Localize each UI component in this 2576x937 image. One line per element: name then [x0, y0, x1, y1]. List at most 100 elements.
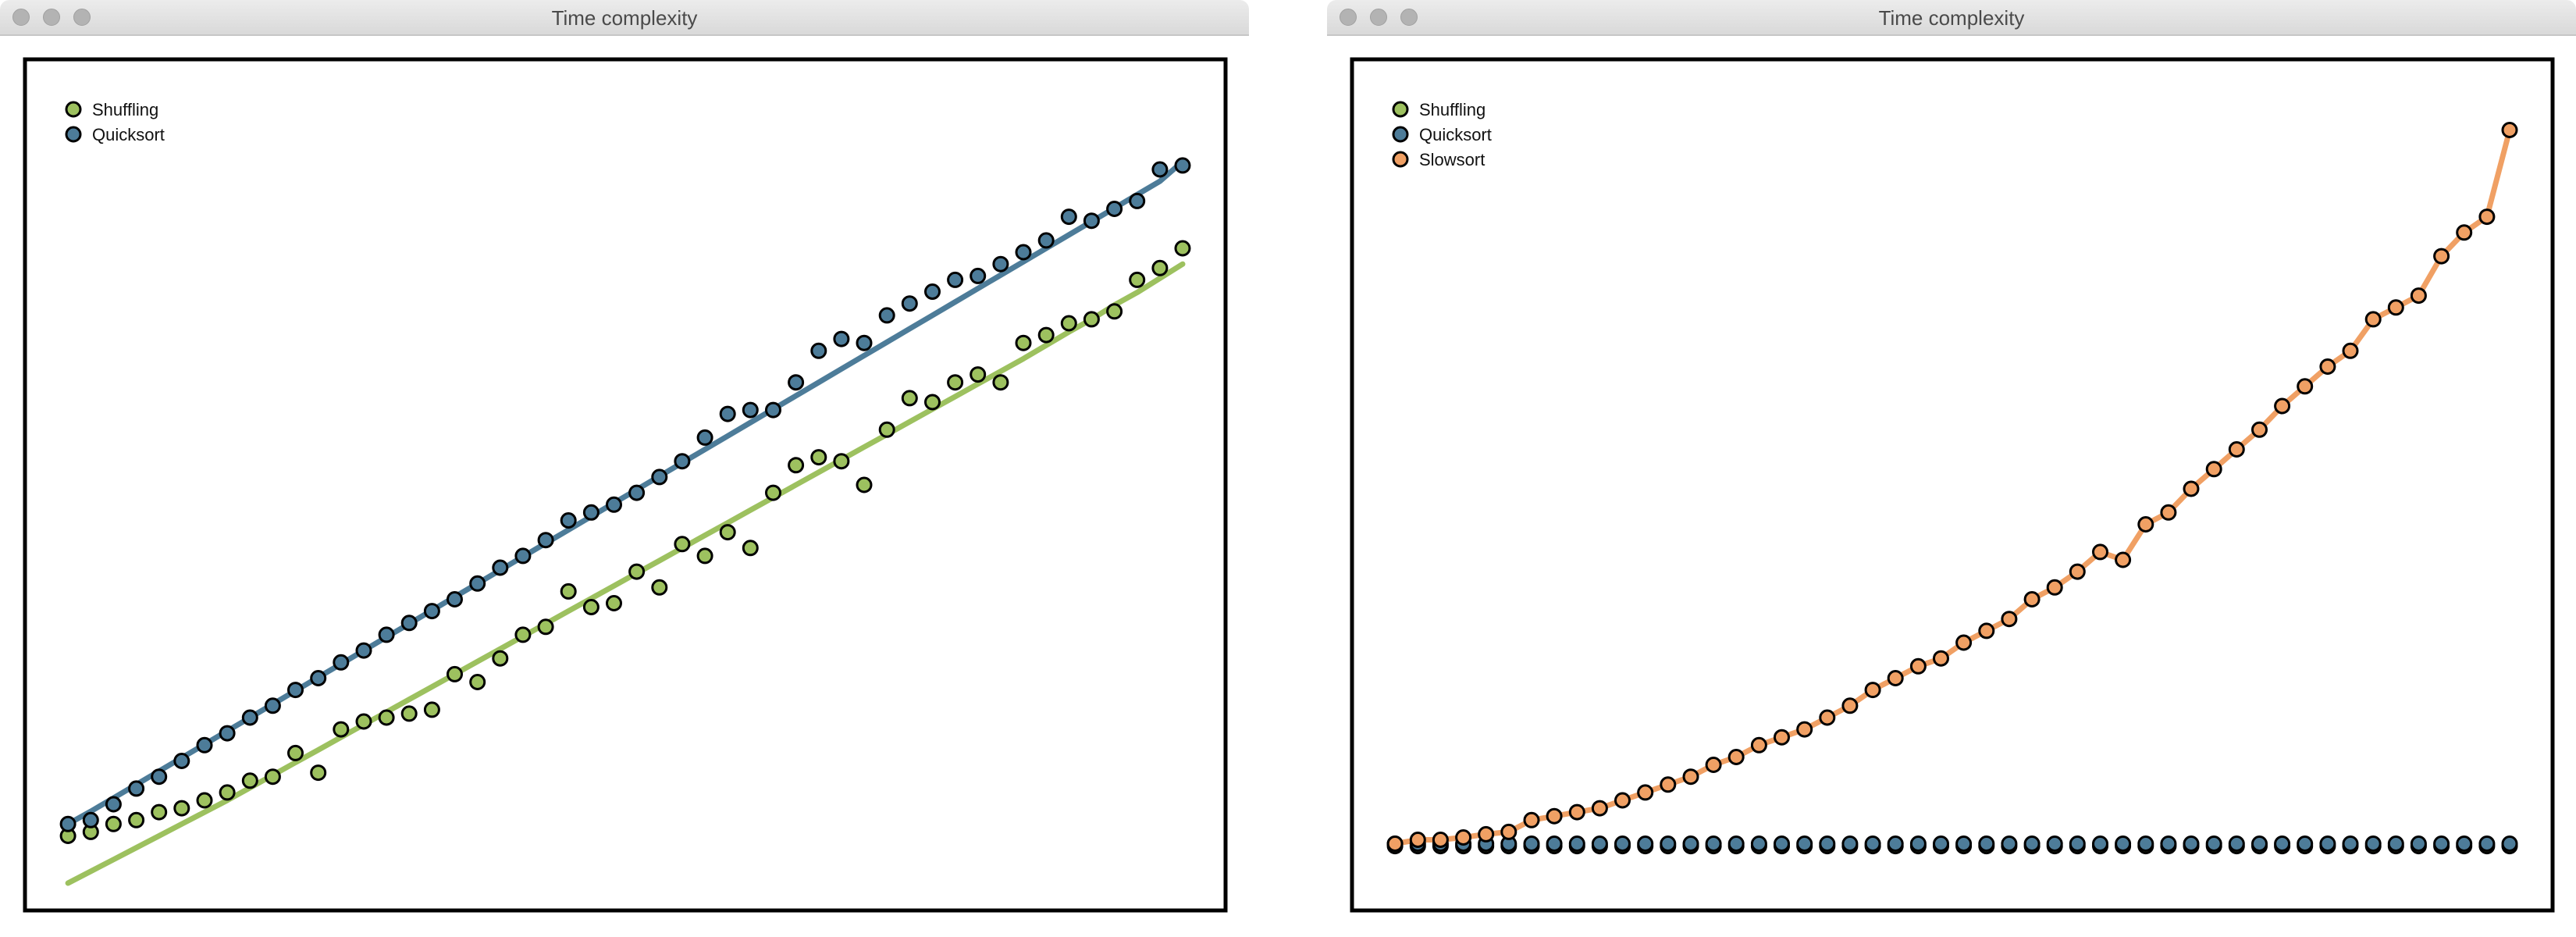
minimize-button[interactable] — [43, 9, 60, 26]
quicksort-point — [2228, 835, 2245, 852]
quicksort-point — [1933, 835, 1949, 852]
quicksort-point — [2069, 835, 2086, 852]
quicksort-point — [1568, 835, 1585, 852]
slowsort-point — [2205, 461, 2222, 478]
slowsort-point — [1432, 832, 1449, 848]
quicksort-point — [2433, 835, 2450, 852]
quicksort-point — [1523, 835, 1540, 852]
quicksort-point — [537, 532, 554, 549]
slowsort-point — [1978, 622, 1995, 640]
quicksort-point — [628, 484, 646, 501]
title-bar[interactable]: Time complexity — [0, 0, 1249, 36]
quicksort-point — [2251, 835, 2268, 852]
time-complexity-plot: Shuffling Quicksort — [23, 57, 1228, 913]
quicksort-point — [878, 307, 895, 324]
quicksort-point — [1841, 835, 1859, 852]
quicksort-point — [901, 295, 918, 312]
slowsort-point — [1660, 776, 1677, 793]
quicksort-point — [606, 496, 622, 513]
legend-marker-shuffling — [65, 101, 82, 118]
quicksort-point — [2160, 835, 2177, 852]
zoom-button[interactable] — [73, 9, 91, 26]
window-title: Time complexity — [551, 6, 698, 30]
quicksort-point — [970, 267, 987, 284]
slowsort-point — [2364, 311, 2382, 328]
shuffling-point — [333, 721, 350, 738]
quicksort-point — [423, 603, 440, 620]
quicksort-point — [696, 429, 713, 446]
title-bar[interactable]: Time complexity — [1327, 0, 2576, 36]
shuffling-point — [1174, 240, 1191, 257]
slowsort-point — [1727, 749, 1745, 765]
slowsort-point — [1933, 650, 1949, 667]
slowsort-point — [2342, 342, 2359, 359]
quicksort-point — [151, 768, 168, 786]
shuffling-point — [378, 709, 395, 726]
close-button[interactable] — [1340, 9, 1357, 26]
plot-frame — [1350, 57, 2555, 913]
close-button[interactable] — [12, 9, 30, 26]
slowsort-point — [1546, 807, 1563, 825]
quicksort-point — [1955, 835, 1973, 852]
quicksort-point — [992, 255, 1009, 273]
shuffling-point — [423, 701, 440, 718]
quicksort-point — [810, 342, 827, 359]
quicksort-point — [2001, 835, 2018, 852]
quicksort-point — [1637, 835, 1654, 852]
shuffling-point — [742, 540, 759, 557]
quicksort-point — [2387, 835, 2404, 852]
quicksort-point — [2205, 835, 2222, 852]
quicksort-point — [2115, 835, 2132, 852]
quicksort-point — [2319, 835, 2336, 852]
quicksort-point — [2092, 835, 2108, 852]
quicksort-point — [82, 811, 99, 828]
slowsort-point — [1637, 784, 1654, 801]
quicksort-point — [1864, 835, 1881, 852]
slowsort-point — [1591, 800, 1608, 817]
minimize-button[interactable] — [1370, 9, 1387, 26]
quicksort-point — [1015, 244, 1032, 261]
quicksort-point — [173, 753, 190, 769]
legend-label-shuffling: Shuffling — [1419, 100, 1485, 119]
quicksort-point — [1129, 192, 1146, 209]
quicksort-point — [947, 271, 964, 288]
quicksort-point — [59, 815, 76, 832]
zoom-button[interactable] — [1400, 9, 1418, 26]
shuffling-point — [492, 650, 509, 667]
shuffling-point — [287, 744, 304, 761]
quicksort-point — [2023, 835, 2041, 852]
shuffling-point — [833, 453, 850, 470]
slowsort-point — [1478, 825, 1495, 843]
shuffling-point — [1060, 315, 1077, 332]
shuffling-point — [241, 772, 258, 789]
quicksort-point — [1174, 157, 1191, 174]
quicksort-point — [719, 405, 736, 422]
quicksort-point — [2501, 835, 2518, 852]
slowsort-point — [1750, 736, 1767, 754]
quicksort-point — [856, 334, 873, 351]
quicksort-point — [2183, 835, 2200, 852]
slowsort-point — [1796, 721, 1813, 738]
slowsort-point — [1909, 657, 1927, 675]
shuffling-point — [628, 563, 646, 580]
slowsort-point — [2228, 441, 2245, 458]
quicksort-point — [1037, 232, 1055, 249]
shuffling-point — [537, 618, 554, 636]
quicksort-point — [105, 796, 122, 813]
quicksort-point — [219, 725, 236, 742]
quicksort-point — [1705, 835, 1722, 852]
slowsort-point — [1614, 792, 1631, 809]
slowsort-point — [1864, 682, 1881, 699]
window-right: Time complexity Shuffling Quicksort Slowso… — [1327, 0, 2576, 937]
quicksort-point — [2274, 835, 2291, 852]
quicksort-point — [1774, 835, 1790, 852]
legend-label-quicksort: Quicksort — [92, 125, 165, 144]
quicksort-point — [1727, 835, 1745, 852]
quicksort-point — [2478, 835, 2496, 852]
shuffling-point — [400, 705, 418, 722]
shuffling-point — [128, 811, 145, 828]
quicksort-point — [1546, 835, 1563, 852]
quicksort-point — [674, 453, 691, 470]
slowsort-point — [1386, 835, 1404, 852]
quicksort-point — [1887, 835, 1904, 852]
